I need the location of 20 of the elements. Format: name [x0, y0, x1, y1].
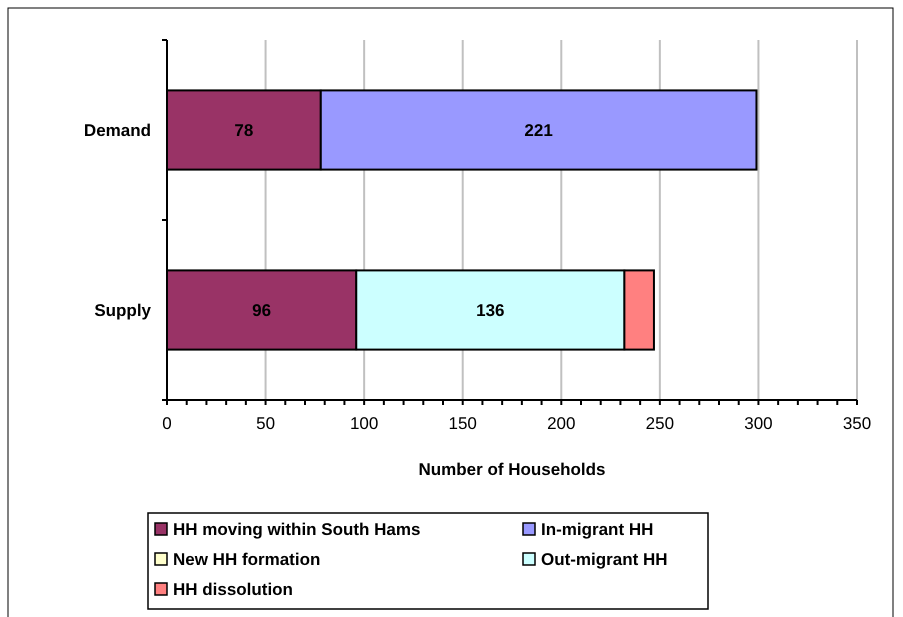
legend-label: HH dissolution	[173, 580, 293, 599]
y-tick-label: Demand	[84, 121, 151, 140]
legend-label: Out-migrant HH	[541, 550, 668, 569]
data-label: 221	[524, 121, 553, 140]
x-tick-label: 350	[842, 414, 872, 433]
data-label: 136	[476, 301, 504, 320]
x-tick-label: 50	[256, 414, 276, 433]
y-tick-label: Supply	[94, 301, 152, 320]
x-tick-label: 300	[744, 414, 773, 433]
legend-label: New HH formation	[173, 550, 320, 569]
x-tick-label: 100	[350, 414, 378, 433]
x-tick-label: 150	[448, 414, 477, 433]
x-tick-label: 200	[547, 414, 576, 433]
x-tick-label: 0	[162, 414, 172, 433]
x-axis-title: Number of Households	[418, 460, 606, 479]
data-label: 78	[234, 121, 254, 140]
data-label: 96	[252, 301, 272, 320]
x-tick-label: 250	[646, 414, 674, 433]
legend-label: In-migrant HH	[541, 520, 654, 539]
legend-label: HH moving within South Hams	[173, 520, 420, 539]
